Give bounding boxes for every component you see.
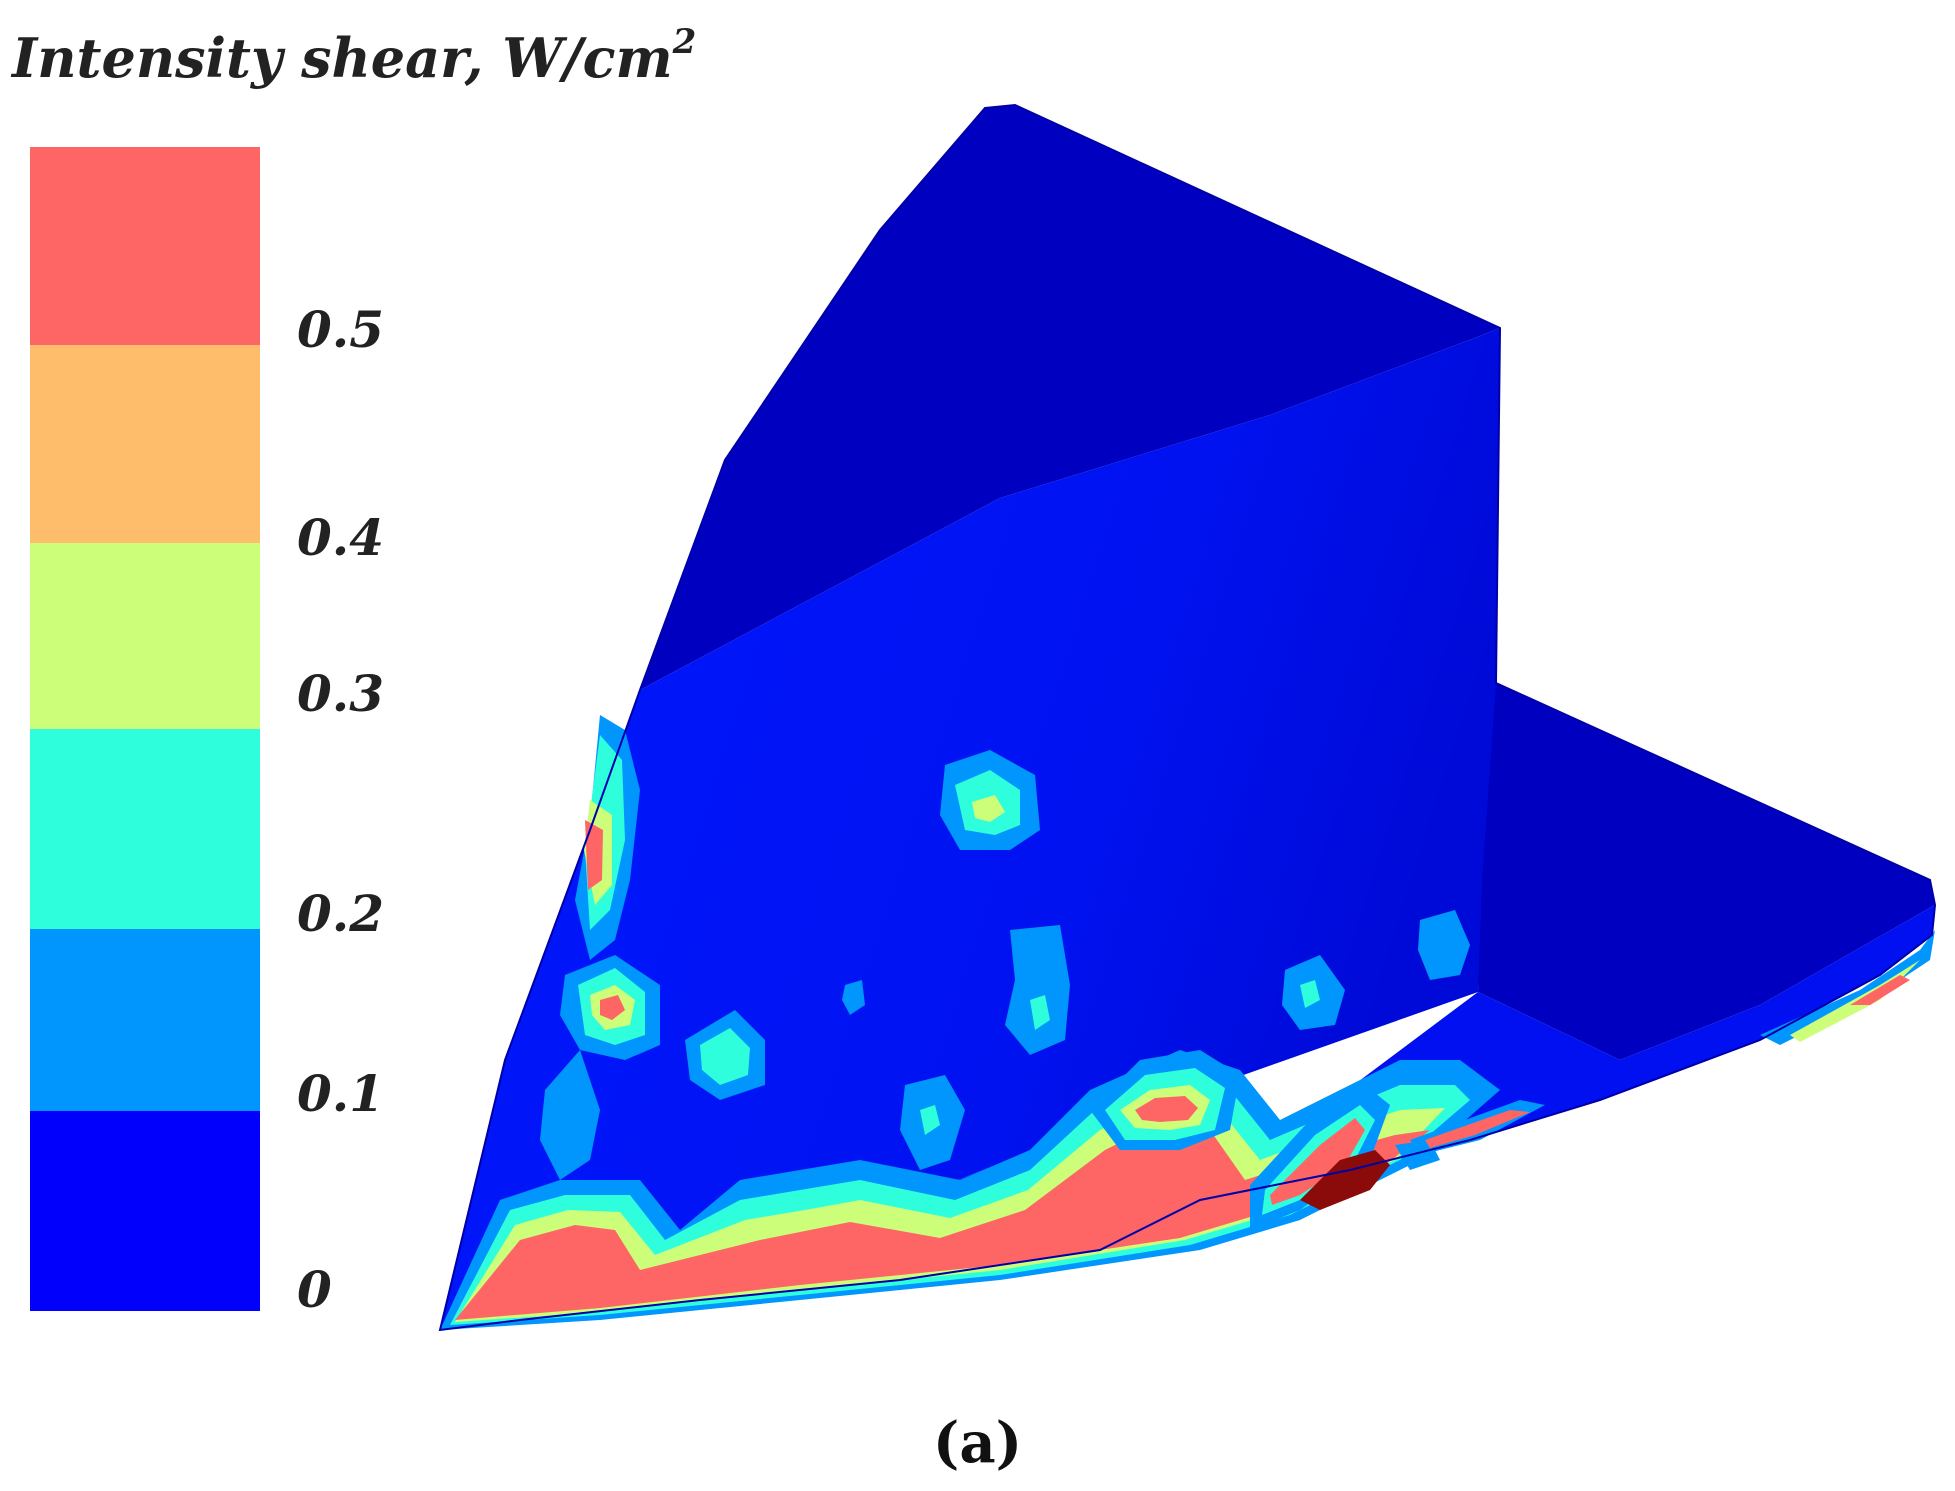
surface-outline: [438, 103, 1937, 1332]
contour-island-center-top: [940, 750, 1040, 850]
colorbar-band-3: [30, 729, 260, 929]
contour-island-center-2: [1005, 925, 1070, 1055]
colorbar-band-5: [30, 1111, 260, 1311]
contour-bottom-band: [440, 1050, 1500, 1330]
colorbar-tick-4: 0.1: [297, 1064, 384, 1123]
contour-island-small: [842, 980, 865, 1015]
colorbar: [30, 147, 260, 1311]
legend-title-text: Intensity shear, W/cm: [12, 26, 673, 90]
surface-top-face: [640, 105, 1500, 690]
contour-left-edge: [575, 715, 640, 960]
contour-island-left-1: [560, 955, 660, 1060]
contour-island-left-3: [540, 1050, 600, 1180]
colorbar-tick-3: 0.2: [297, 884, 384, 943]
contour-island-right-2: [1418, 910, 1470, 980]
colorbar-tick-2: 0.3: [297, 664, 384, 723]
colorbar-band-1: [30, 345, 260, 543]
colorbar-band-0: [30, 147, 260, 345]
contour-island-center-1: [900, 1075, 965, 1170]
colorbar-band-2: [30, 543, 260, 729]
colorbar-tick-5: 0: [297, 1260, 332, 1319]
contour-island-left-2: [685, 1010, 765, 1100]
colorbar-tick-1: 0.4: [297, 508, 384, 567]
surface-right-flap: [1478, 683, 1935, 1060]
figure-caption: (a): [932, 1410, 1023, 1476]
colorbar-tick-0: 0.5: [297, 300, 384, 359]
contour-island-right-1: [1282, 955, 1345, 1030]
contour-hot-cluster: [1090, 1050, 1240, 1150]
colorbar-band-4: [30, 929, 260, 1111]
legend-title-exponent: 2: [672, 22, 697, 62]
legend-title: Intensity shear, W/cm2: [12, 22, 696, 90]
